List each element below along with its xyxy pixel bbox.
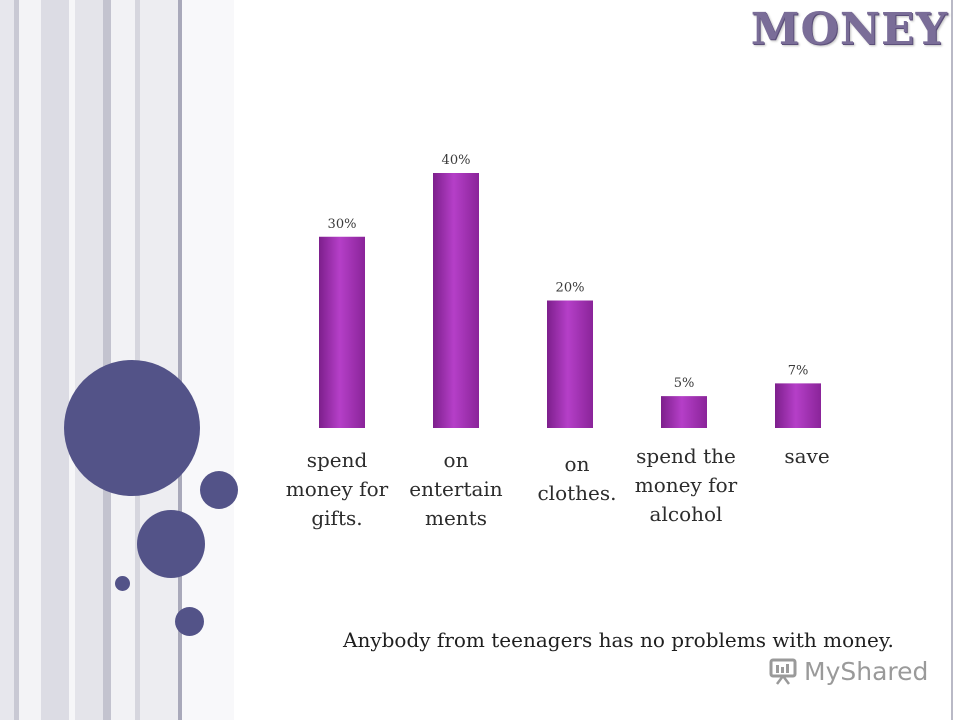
data-label: 30% <box>328 217 357 232</box>
decor-circle <box>137 510 205 578</box>
data-label: 5% <box>674 376 695 391</box>
decor-stripe <box>140 0 178 720</box>
decor-circle-small <box>115 576 130 591</box>
data-label: 7% <box>788 363 809 378</box>
category-label: spend the money for alcohol <box>634 444 738 526</box>
category-label: spend money for gifts. <box>285 448 389 530</box>
slide-title: MONEY <box>750 4 948 55</box>
presentation-icon <box>769 658 797 685</box>
bar <box>319 236 365 428</box>
decor-stripe <box>0 0 14 720</box>
decor-stripe <box>69 0 75 720</box>
decor-stripe <box>178 0 182 720</box>
decor-stripe <box>41 0 69 720</box>
footnote-text: Anybody from teenagers has no problems w… <box>343 628 894 652</box>
slide-frame-line <box>951 0 953 720</box>
decor-circle <box>175 607 204 636</box>
watermark: MyShared <box>768 656 928 686</box>
decor-stripe <box>75 0 103 720</box>
decor-circle <box>200 471 238 509</box>
data-label: 20% <box>556 281 585 296</box>
decor-stripe <box>19 0 41 720</box>
watermark-text: MyShared <box>804 656 929 686</box>
bar <box>661 396 707 428</box>
category-label: save <box>784 444 830 468</box>
bar <box>547 300 593 428</box>
decor-stripe <box>103 0 111 720</box>
decor-stripe <box>14 0 19 720</box>
category-label: on entertain ments <box>409 448 503 530</box>
decor-circle-large <box>64 360 200 496</box>
decor-stripe <box>182 0 234 720</box>
category-label: on clothes. <box>537 452 617 505</box>
bar <box>775 383 821 428</box>
bar <box>433 173 479 428</box>
data-label: 40% <box>442 153 471 168</box>
